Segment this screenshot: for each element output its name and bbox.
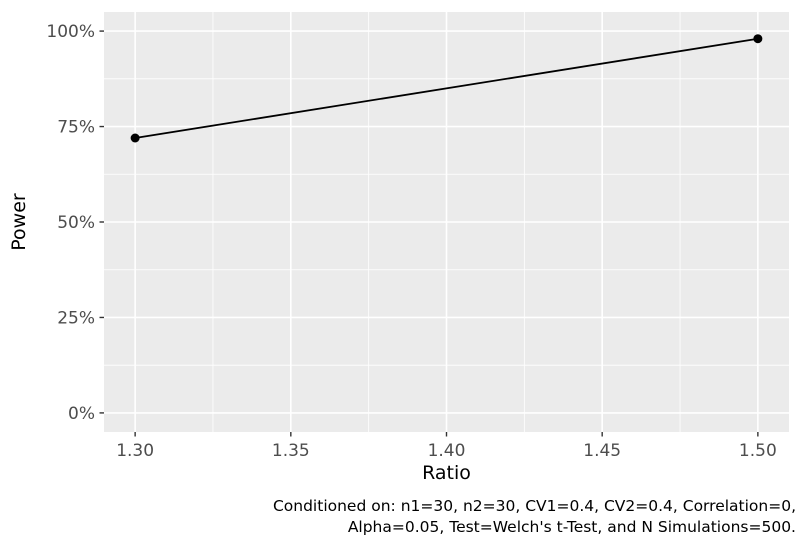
caption-line-1: Conditioned on: n1=30, n2=30, CV1=0.4, C… — [272, 497, 796, 515]
data-line — [134, 37, 759, 139]
data-point — [130, 133, 140, 143]
x-tick-label: 1.30 — [116, 441, 154, 461]
x-tick-label: 1.40 — [428, 441, 466, 461]
y-tick-label: 75% — [57, 118, 95, 138]
x-tick-label: 1.35 — [272, 441, 310, 461]
y-tick-label: 0% — [68, 404, 95, 424]
y-tick-label: 100% — [46, 22, 95, 42]
caption-line-2: Alpha=0.05, Test=Welch's t-Test, and N S… — [347, 518, 796, 536]
data-point — [753, 34, 763, 44]
y-tick-label: 25% — [57, 308, 95, 328]
x-tick-label: 1.50 — [739, 441, 777, 461]
x-tick-label: 1.45 — [583, 441, 621, 461]
chart-caption: Conditioned on: n1=30, n2=30, CV1=0.4, C… — [273, 496, 796, 538]
y-tick-label: 50% — [57, 213, 95, 233]
x-axis-title: Ratio — [422, 462, 471, 484]
y-axis-title: Power — [8, 193, 30, 251]
